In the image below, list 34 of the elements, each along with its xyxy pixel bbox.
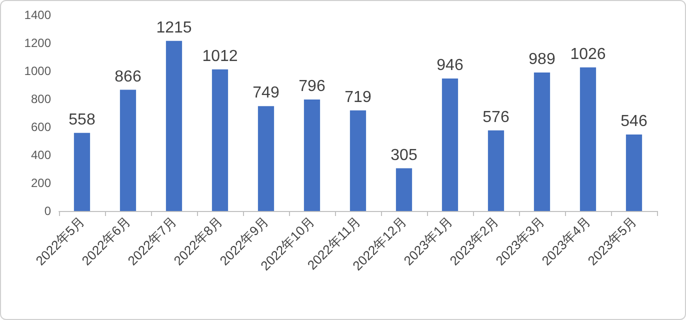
bar bbox=[212, 69, 228, 211]
bar bbox=[166, 40, 182, 211]
bar bbox=[580, 67, 596, 211]
y-tick-label: 200 bbox=[30, 176, 52, 190]
data-label: 719 bbox=[344, 88, 372, 106]
data-label: 546 bbox=[620, 113, 648, 130]
data-label: 1215 bbox=[156, 19, 192, 36]
y-tick-label: 0 bbox=[44, 204, 52, 218]
bar bbox=[488, 130, 504, 211]
data-label: 749 bbox=[252, 84, 280, 102]
data-label: 866 bbox=[114, 68, 142, 86]
data-label: 558 bbox=[68, 111, 96, 128]
data-label: 989 bbox=[528, 51, 556, 68]
y-tick-label: 800 bbox=[30, 92, 52, 106]
data-label: 796 bbox=[298, 78, 326, 96]
bar bbox=[74, 132, 90, 211]
y-tick-label: 400 bbox=[30, 148, 52, 162]
bar bbox=[396, 168, 412, 211]
bar bbox=[350, 110, 366, 211]
bar bbox=[304, 100, 320, 211]
data-label: 1026 bbox=[570, 46, 606, 63]
y-tick-label: 1400 bbox=[24, 8, 52, 22]
bar bbox=[258, 106, 274, 211]
data-label: 305 bbox=[390, 146, 418, 164]
data-label: 1012 bbox=[202, 48, 238, 65]
data-label: 576 bbox=[482, 108, 510, 126]
bar bbox=[442, 78, 458, 211]
bar bbox=[534, 72, 550, 211]
y-tick-label: 1000 bbox=[24, 64, 52, 78]
data-label: 946 bbox=[436, 57, 464, 74]
y-tick-label: 600 bbox=[30, 120, 52, 134]
y-tick-label: 1200 bbox=[24, 36, 52, 50]
bar bbox=[626, 134, 642, 211]
bar bbox=[120, 90, 136, 211]
